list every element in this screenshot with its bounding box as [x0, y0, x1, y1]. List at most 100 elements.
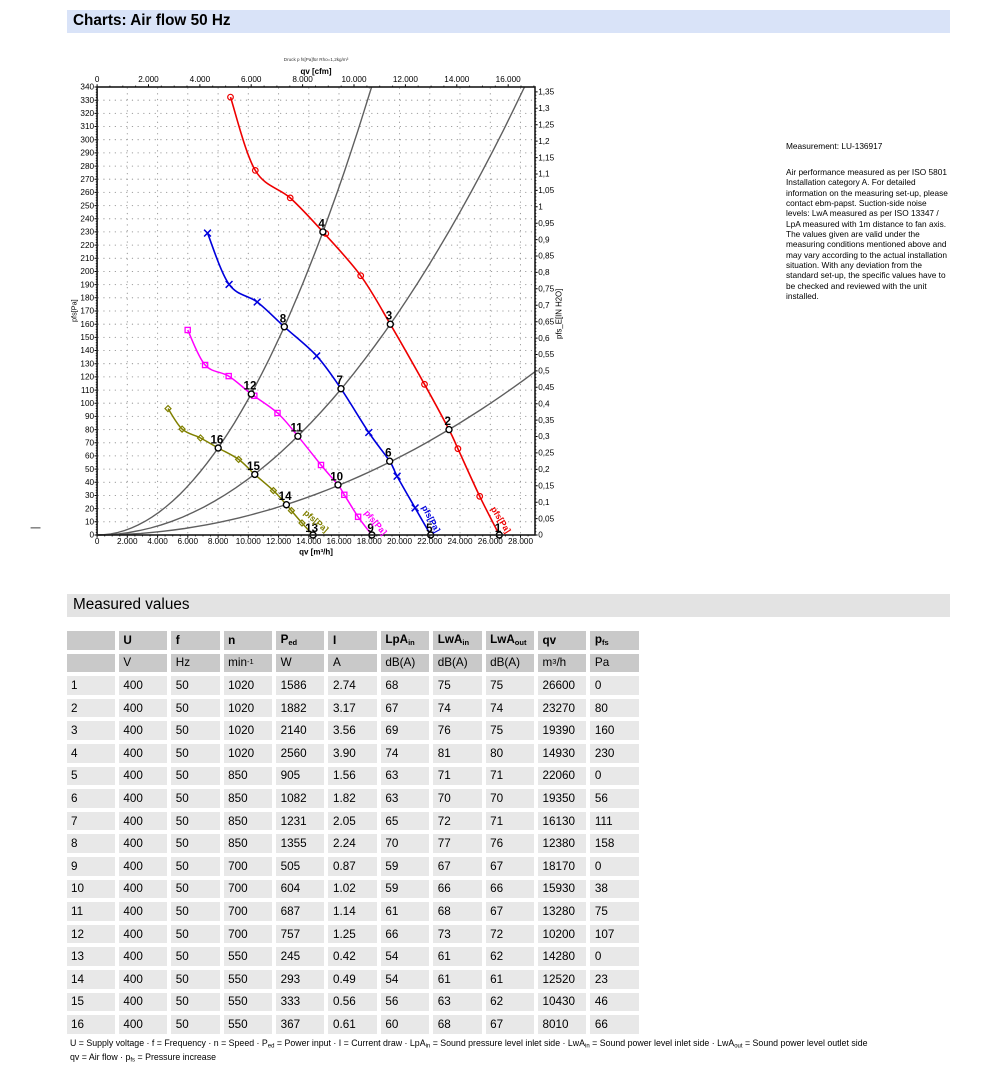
svg-text:1,1: 1,1	[538, 170, 550, 179]
svg-text:10.000: 10.000	[341, 75, 366, 84]
svg-text:0,7: 0,7	[538, 301, 550, 310]
svg-text:0,3: 0,3	[538, 432, 550, 441]
svg-text:0: 0	[95, 75, 100, 84]
svg-text:20.000: 20.000	[387, 537, 412, 546]
svg-text:18.000: 18.000	[357, 537, 382, 546]
svg-text:1,35: 1,35	[538, 88, 554, 97]
svg-text:0,85: 0,85	[538, 252, 554, 261]
svg-text:190: 190	[80, 280, 94, 289]
svg-text:290: 290	[80, 149, 94, 158]
svg-text:16.000: 16.000	[326, 537, 351, 546]
svg-text:250: 250	[80, 201, 94, 210]
svg-text:16: 16	[210, 434, 223, 447]
svg-text:26.000: 26.000	[478, 537, 503, 546]
svg-text:22.000: 22.000	[417, 537, 442, 546]
svg-text:10.000: 10.000	[236, 537, 261, 546]
svg-text:12: 12	[244, 380, 257, 393]
svg-text:1,3: 1,3	[538, 104, 550, 113]
svg-text:10: 10	[330, 470, 343, 483]
svg-text:5: 5	[426, 522, 433, 535]
svg-text:8.000: 8.000	[292, 75, 313, 84]
svg-text:160: 160	[80, 320, 94, 329]
svg-text:150: 150	[80, 333, 94, 342]
svg-text:330: 330	[80, 96, 94, 105]
svg-text:0,4: 0,4	[538, 399, 550, 408]
svg-text:7: 7	[336, 374, 342, 387]
svg-text:0,2: 0,2	[538, 465, 550, 474]
svg-text:0,15: 0,15	[538, 482, 554, 491]
svg-text:pfs_E[IN H2O]: pfs_E[IN H2O]	[555, 289, 564, 339]
svg-text:0,75: 0,75	[538, 285, 554, 294]
svg-text:170: 170	[80, 307, 94, 316]
svg-text:0,25: 0,25	[538, 449, 554, 458]
svg-text:70: 70	[85, 439, 95, 448]
svg-text:15: 15	[247, 460, 260, 473]
svg-text:0,45: 0,45	[538, 383, 554, 392]
svg-text:Druck p fs[Pa]für Rho=1,2kg/m³: Druck p fs[Pa]für Rho=1,2kg/m³	[284, 57, 349, 62]
svg-text:6.000: 6.000	[241, 75, 262, 84]
svg-text:260: 260	[80, 188, 94, 197]
svg-text:60: 60	[85, 452, 95, 461]
svg-text:13: 13	[305, 522, 318, 535]
svg-text:6: 6	[385, 447, 392, 460]
svg-text:30: 30	[85, 491, 95, 500]
svg-text:100: 100	[80, 399, 94, 408]
svg-text:0,05: 0,05	[538, 514, 554, 523]
svg-text:11: 11	[290, 422, 303, 435]
svg-text:80: 80	[85, 425, 95, 434]
svg-text:50: 50	[85, 465, 95, 474]
svg-text:0,8: 0,8	[538, 268, 550, 277]
svg-text:pfs[Pa]: pfs[Pa]	[70, 299, 79, 322]
svg-text:110: 110	[81, 386, 94, 395]
svg-text:220: 220	[80, 241, 94, 250]
svg-text:140: 140	[80, 346, 94, 355]
svg-text:14.000: 14.000	[296, 537, 321, 546]
svg-text:180: 180	[80, 294, 94, 303]
svg-text:4.000: 4.000	[147, 537, 168, 546]
svg-text:28.000: 28.000	[508, 537, 533, 546]
svg-text:16.000: 16.000	[496, 75, 521, 84]
svg-text:10: 10	[85, 518, 95, 527]
svg-text:0,6: 0,6	[538, 334, 550, 343]
svg-text:12.000: 12.000	[393, 75, 418, 84]
svg-text:270: 270	[80, 175, 94, 184]
svg-text:0,9: 0,9	[538, 235, 550, 244]
svg-text:210: 210	[80, 254, 94, 263]
svg-text:0,95: 0,95	[538, 219, 554, 228]
svg-text:9: 9	[367, 522, 374, 535]
svg-text:2.000: 2.000	[138, 75, 159, 84]
svg-text:12.000: 12.000	[266, 537, 291, 546]
svg-text:90: 90	[85, 412, 95, 421]
svg-text:4.000: 4.000	[190, 75, 211, 84]
svg-text:1,25: 1,25	[538, 120, 554, 129]
svg-text:200: 200	[80, 267, 94, 276]
svg-text:1: 1	[538, 203, 543, 212]
svg-text:14: 14	[279, 490, 292, 503]
svg-text:1: 1	[495, 522, 502, 535]
svg-text:24.000: 24.000	[447, 537, 472, 546]
svg-text:0: 0	[95, 537, 100, 546]
svg-text:qv [m³/h]: qv [m³/h]	[299, 548, 333, 557]
svg-text:3: 3	[386, 310, 393, 323]
svg-text:230: 230	[80, 228, 94, 237]
svg-text:300: 300	[80, 135, 94, 144]
svg-text:20: 20	[85, 504, 95, 513]
svg-text:0: 0	[538, 531, 543, 540]
svg-text:0,1: 0,1	[538, 498, 550, 507]
svg-text:0,65: 0,65	[538, 317, 554, 326]
svg-text:40: 40	[85, 478, 95, 487]
svg-text:1,15: 1,15	[538, 153, 554, 162]
svg-text:14.000: 14.000	[444, 75, 469, 84]
svg-text:1,05: 1,05	[538, 186, 554, 195]
svg-text:120: 120	[80, 373, 94, 382]
svg-text:310: 310	[80, 122, 94, 131]
svg-text:340: 340	[80, 83, 94, 92]
svg-text:pfs[Pa]: pfs[Pa]	[362, 508, 389, 537]
svg-text:280: 280	[80, 162, 94, 171]
svg-text:0,5: 0,5	[538, 367, 550, 376]
svg-text:130: 130	[80, 359, 94, 368]
svg-text:240: 240	[80, 215, 94, 224]
svg-text:4: 4	[318, 217, 325, 230]
svg-text:320: 320	[80, 109, 94, 118]
svg-text:2.000: 2.000	[117, 537, 138, 546]
